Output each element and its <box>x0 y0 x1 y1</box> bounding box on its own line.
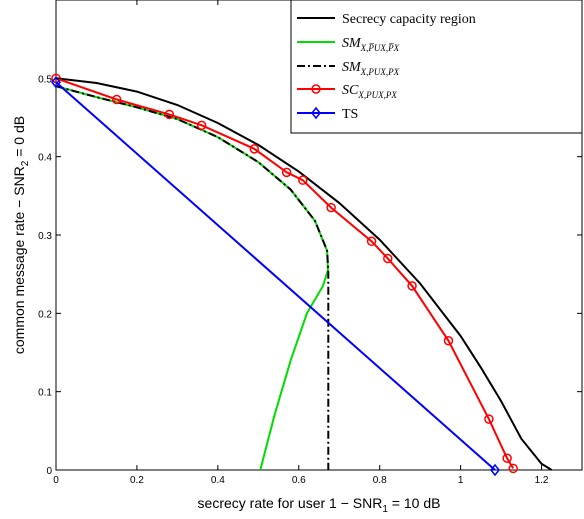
x-tick-label: 1 <box>458 475 464 486</box>
series-point-3 <box>249 144 260 154</box>
x-axis-label: secrecy rate for user 1 − SNR1 = 10 dB <box>198 495 441 515</box>
legend-label-0: Secrecy capacity region <box>342 12 476 27</box>
x-tick-label: 0.6 <box>292 475 306 486</box>
series-layer <box>51 73 553 477</box>
series-point-3 <box>502 453 512 463</box>
series-point-3 <box>164 109 175 120</box>
series-point-3 <box>407 281 417 291</box>
legend-marker-4 <box>311 106 321 120</box>
series-point-3 <box>281 167 292 178</box>
series-point-3 <box>326 202 336 213</box>
y-tick-label: 0 <box>46 466 52 477</box>
series-point-4 <box>490 463 500 477</box>
y-tick-label: 0.5 <box>38 74 52 85</box>
y-tick-label: 0.1 <box>38 388 52 399</box>
y-tick-label: 0.2 <box>38 309 52 320</box>
legend-label-3: SCX,PUX,PX <box>342 83 397 100</box>
series-line-0 <box>55 77 553 471</box>
series-point-3 <box>366 236 377 247</box>
series-point-3 <box>508 463 518 474</box>
series-point-3 <box>196 120 207 131</box>
series-line-4 <box>55 81 496 471</box>
legend-marker-3 <box>311 84 321 94</box>
series-point-4 <box>51 76 61 89</box>
series-point-3 <box>383 253 393 264</box>
y-tick-label: 0.4 <box>38 153 52 164</box>
series-point-3 <box>443 336 454 346</box>
x-tick-label: 0.4 <box>211 475 225 486</box>
x-tick-label: 1.2 <box>535 475 549 486</box>
y-axis-label: common message rate − SNR2 = 0 dB <box>11 116 31 354</box>
x-tick-label: 0.2 <box>130 475 144 486</box>
legend-box <box>290 0 583 134</box>
legend-label-4: TS <box>342 107 358 122</box>
legend-label-2: SMX,PUX,PX <box>342 60 400 77</box>
legend: Secrecy capacity region SMX,P̅UX,P̅X SMX,P… <box>290 0 583 134</box>
x-tick-label: 0.8 <box>373 475 387 486</box>
legend-label-1: SMX,P̅UX,P̅X <box>342 36 400 53</box>
series-point-3 <box>484 414 494 424</box>
series-line-2 <box>55 85 330 470</box>
series-point-3 <box>111 94 122 105</box>
y-tick-label: 0.3 <box>38 231 52 242</box>
series-point-3 <box>298 175 308 185</box>
series-line-3 <box>55 77 515 469</box>
x-tick-label: 0 <box>53 475 59 486</box>
